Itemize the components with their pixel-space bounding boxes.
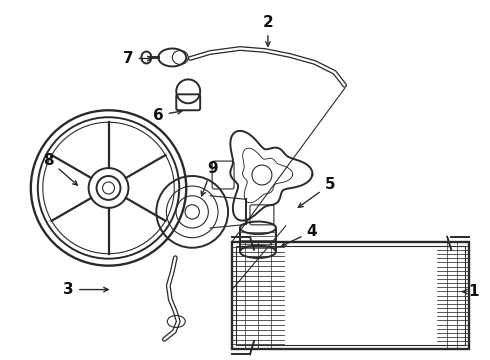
Text: 8: 8 [44, 153, 77, 185]
Bar [236, 246, 465, 345]
Text: 4: 4 [282, 224, 317, 246]
Text: 7: 7 [123, 51, 152, 66]
Text: 6: 6 [153, 108, 182, 123]
Text: 2: 2 [263, 15, 273, 46]
Text: 5: 5 [298, 177, 335, 207]
Text: 1: 1 [462, 284, 478, 299]
Text: 3: 3 [63, 282, 108, 297]
Text: 9: 9 [201, 161, 218, 196]
Bar [232, 242, 469, 349]
